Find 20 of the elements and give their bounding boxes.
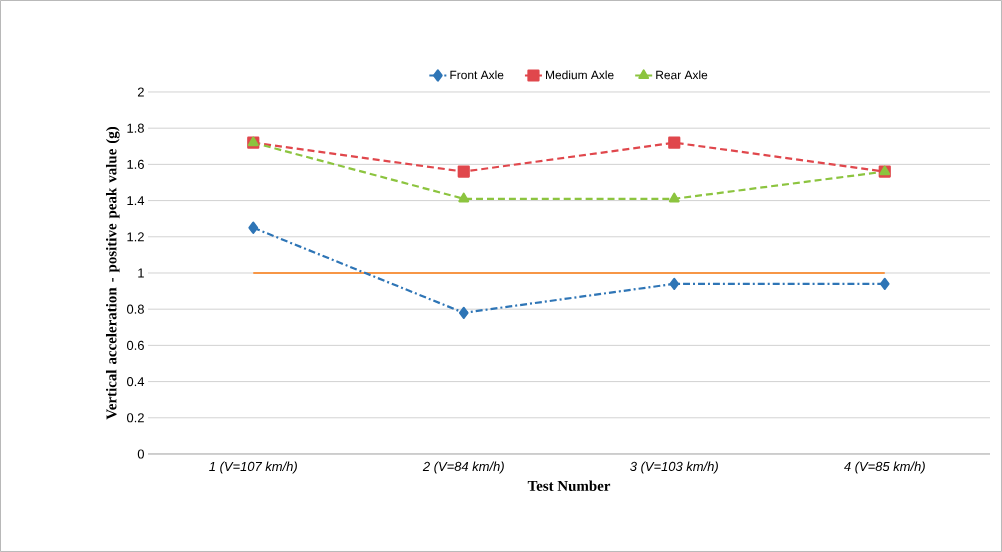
y-tick-label: 0 (137, 449, 144, 459)
x-tick-label: 3 (V=103 km/h) (630, 461, 718, 474)
x-axis-title: Test Number (527, 480, 611, 491)
y-tick-label: 1.6 (127, 159, 144, 169)
y-tick-label: 0.4 (126, 377, 145, 387)
y-tick-label: 1.4 (127, 196, 145, 206)
y-tick-label: 1.8 (127, 123, 144, 133)
y-axis-title: Vertical acceleration - positive peak value (g) (105, 126, 120, 420)
y-tick-label: 1 (138, 268, 144, 278)
legend-label: Rear Axle (656, 70, 708, 80)
x-tick-label: 1 (V=107 km/h) (209, 461, 297, 474)
legend-label: Medium Axle (546, 70, 614, 80)
y-tick-label: 0.6 (126, 340, 144, 350)
legend-label: Front Axle (450, 70, 504, 80)
y-tick-label: 0.8 (126, 304, 144, 314)
y-tick-label: 2 (137, 87, 144, 97)
x-tick-label: 2 (V=84 km/h) (422, 461, 504, 474)
y-tick-label: 0.2 (126, 413, 144, 423)
x-tick-label: 4 (V=85 km/h) (843, 461, 925, 474)
y-tick-label: 1.2 (127, 232, 144, 242)
